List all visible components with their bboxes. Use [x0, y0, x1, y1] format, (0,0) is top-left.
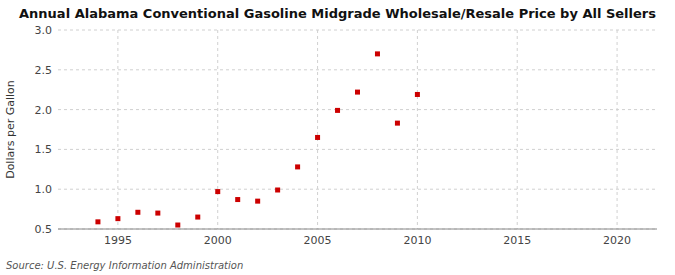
- y-grid-line: [58, 109, 657, 110]
- x-tick-label: 2010: [403, 234, 431, 247]
- source: Source: U.S. Energy Information Administ…: [6, 260, 243, 271]
- x-tick-label: 2005: [304, 234, 332, 247]
- y-axis-label: Dollars per Gallon: [4, 80, 17, 179]
- title: Annual Alabama Conventional Gasoline Mid…: [19, 6, 656, 21]
- y-tick-label: 2.0: [35, 104, 53, 117]
- x-tick-label: 2000: [204, 234, 232, 247]
- point: [375, 51, 380, 56]
- x-grid-line: [517, 30, 518, 229]
- y-tick-label: 1.0: [35, 183, 53, 196]
- point: [135, 210, 140, 215]
- point: [295, 164, 300, 169]
- x-axis-line: [58, 229, 657, 230]
- y-grid-line: [58, 229, 657, 230]
- point: [255, 199, 260, 204]
- x-grid-line: [117, 30, 118, 229]
- y-grid-line: [58, 189, 657, 190]
- points: [95, 51, 419, 227]
- point: [215, 189, 220, 194]
- y-tick-label: 3.0: [35, 24, 53, 37]
- y-tick-label: 1.5: [35, 143, 53, 156]
- x-grid-line: [617, 30, 618, 229]
- point: [115, 216, 120, 221]
- point: [355, 90, 360, 95]
- grid: [58, 30, 657, 229]
- point: [275, 187, 280, 192]
- x-tick-label: 2020: [603, 234, 631, 247]
- x-tick-label: 1995: [104, 234, 132, 247]
- point: [235, 197, 240, 202]
- y-grid-line: [58, 149, 657, 150]
- y-grid-line: [58, 30, 657, 31]
- point: [315, 135, 320, 140]
- point: [335, 108, 340, 113]
- point: [95, 219, 100, 224]
- point: [155, 211, 160, 216]
- y-tick-label: 0.5: [35, 223, 53, 236]
- point: [395, 121, 400, 126]
- point: [195, 215, 200, 220]
- point: [415, 92, 420, 97]
- chart: 0.5 1.0 1.5 2.0 2.5 3.0 1995 2000 2005 2010 2015 20…: [0, 0, 675, 275]
- x-tick-label: 2015: [503, 234, 531, 247]
- x-grid-line: [417, 30, 418, 229]
- point: [175, 223, 180, 228]
- x-grid-line: [217, 30, 218, 229]
- x-grid-line: [317, 30, 318, 229]
- y-grid-line: [58, 69, 657, 70]
- y-tick-label: 2.5: [35, 64, 53, 77]
